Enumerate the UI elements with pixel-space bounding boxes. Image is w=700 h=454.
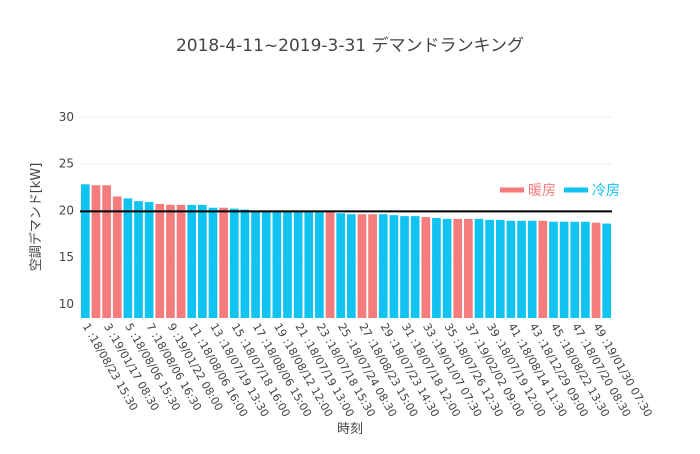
bar[interactable]: [283, 211, 292, 318]
y-tick-labels: 10 15 20 25 30: [59, 110, 74, 311]
bar[interactable]: [315, 212, 324, 318]
bar[interactable]: [378, 214, 388, 318]
bar[interactable]: [166, 204, 175, 318]
bar[interactable]: [389, 215, 399, 318]
bar[interactable]: [134, 201, 143, 318]
bar[interactable]: [506, 220, 516, 318]
bar[interactable]: [495, 219, 505, 318]
bar[interactable]: [442, 218, 452, 318]
legend-label[interactable]: 暖房: [528, 183, 556, 199]
chart-title: 2018-4-11~2019-3-31 デマンドランキング: [176, 35, 524, 56]
legend-label[interactable]: 冷房: [592, 183, 620, 199]
bar[interactable]: [538, 220, 548, 318]
bar[interactable]: [102, 185, 111, 318]
bar[interactable]: [176, 204, 186, 318]
bar[interactable]: [474, 218, 484, 318]
x-tick-labels: 1 :18/08/23 15:303 :19/01/17 08:305 :18/…: [80, 321, 655, 419]
y-tick-label: 10: [59, 297, 74, 311]
bar[interactable]: [112, 196, 122, 318]
bar[interactable]: [91, 185, 101, 318]
bar[interactable]: [208, 207, 218, 318]
bar[interactable]: [229, 208, 239, 318]
bar[interactable]: [453, 218, 463, 318]
legend[interactable]: 暖房 冷房: [500, 183, 620, 199]
bar[interactable]: [421, 217, 431, 318]
x-axis-title: 時刻: [337, 422, 363, 437]
bar[interactable]: [346, 214, 356, 318]
bar[interactable]: [602, 223, 612, 318]
bar[interactable]: [410, 216, 420, 318]
y-tick-label: 20: [59, 203, 74, 217]
bar[interactable]: [485, 219, 495, 318]
bar[interactable]: [123, 198, 133, 318]
bar[interactable]: [304, 212, 314, 318]
bar[interactable]: [144, 202, 154, 318]
bar[interactable]: [549, 221, 558, 318]
bar[interactable]: [559, 221, 569, 318]
bar[interactable]: [357, 214, 367, 318]
bar[interactable]: [581, 221, 590, 318]
bar[interactable]: [80, 184, 90, 318]
bar[interactable]: [463, 218, 473, 318]
bar[interactable]: [261, 210, 271, 318]
bar[interactable]: [400, 216, 409, 318]
bar[interactable]: [432, 217, 441, 318]
bar[interactable]: [517, 220, 526, 318]
bar-series: [80, 184, 612, 318]
bar[interactable]: [336, 213, 346, 318]
bar[interactable]: [155, 203, 165, 318]
y-tick-label: 25: [59, 157, 74, 171]
bar[interactable]: [219, 207, 229, 318]
bar[interactable]: [187, 204, 197, 318]
bar[interactable]: [251, 210, 260, 318]
bar[interactable]: [527, 220, 537, 318]
y-tick-label: 30: [59, 110, 74, 124]
bar[interactable]: [591, 222, 601, 318]
bar[interactable]: [240, 209, 250, 318]
y-axis-title: 空調デマンド[kW]: [28, 163, 44, 272]
y-tick-label: 15: [59, 250, 74, 264]
bar[interactable]: [325, 212, 335, 318]
bar[interactable]: [272, 211, 282, 318]
bar[interactable]: [293, 211, 303, 318]
bar[interactable]: [368, 214, 377, 318]
bar[interactable]: [570, 221, 580, 318]
bar[interactable]: [197, 204, 207, 318]
